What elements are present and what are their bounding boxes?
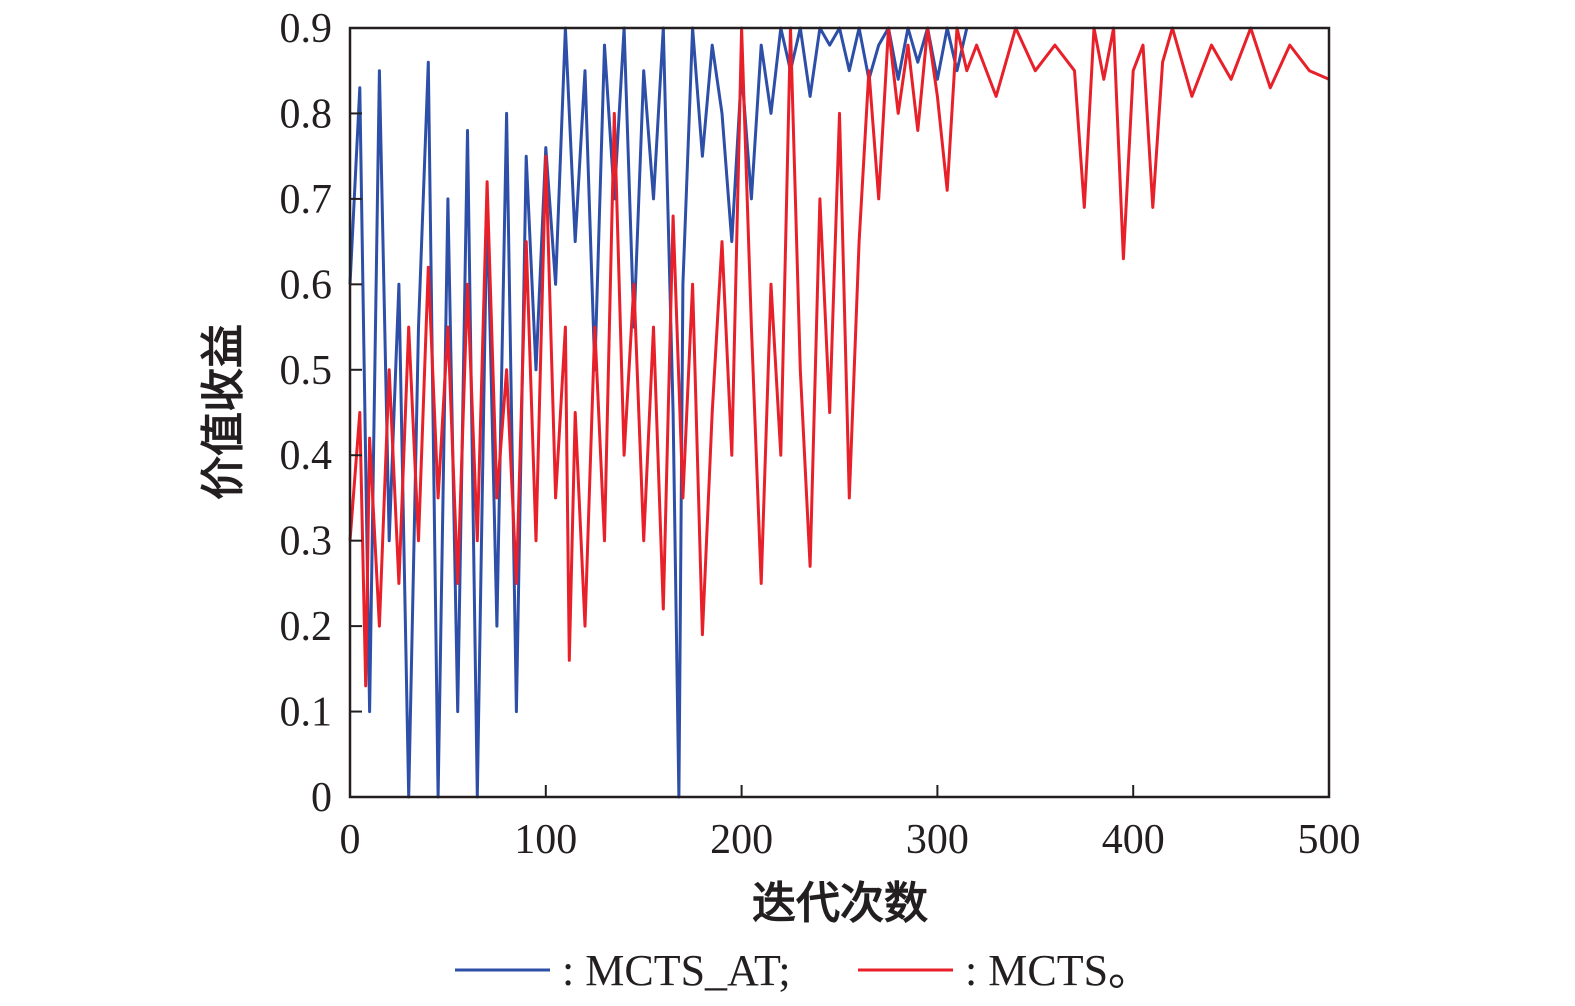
y-tick-label: 0	[311, 775, 332, 821]
x-tick-label: 100	[514, 817, 577, 863]
x-tick-label: 0	[340, 817, 361, 863]
y-tick-label: 0.8	[280, 91, 333, 137]
x-axis-label: 迭代次数	[752, 878, 928, 929]
x-tick-label: 500	[1298, 817, 1361, 863]
x-tick-label: 200	[710, 817, 773, 863]
x-tick-label: 300	[906, 817, 969, 863]
x-tick-label: 400	[1102, 817, 1165, 863]
series-layer	[348, 26, 1330, 799]
series-line-mcts	[348, 26, 1330, 688]
y-tick-label: 0.7	[280, 177, 333, 223]
y-tick-label: 0.4	[280, 433, 333, 479]
ticks-layer: 0 100 200 300 400 500 0 0.1 0.2 0.3 0.4 0.5 0.6 0.7 0.…	[280, 6, 1361, 863]
y-tick-label: 0.3	[280, 519, 333, 565]
y-tick-label: 0.9	[280, 6, 333, 52]
y-tick-label: 0.5	[280, 348, 333, 394]
legend-label-mcts-at: : MCTS_AT;	[562, 946, 791, 995]
plot-frame	[348, 26, 1331, 799]
legend: : MCTS_AT; : MCTS。	[455, 946, 1152, 995]
legend-label-mcts: : MCTS。	[965, 946, 1152, 995]
y-tick-label: 0.2	[280, 604, 333, 650]
y-tick-label: 0.1	[280, 690, 333, 736]
y-tick-label: 0.6	[280, 262, 333, 308]
y-axis-label: 价值收益	[198, 324, 249, 500]
